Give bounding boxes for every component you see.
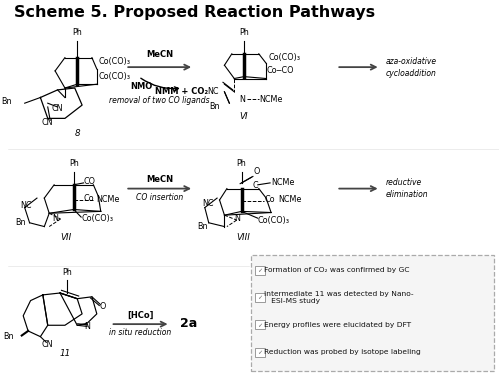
FancyBboxPatch shape	[255, 266, 264, 275]
Text: NMM + CO₂: NMM + CO₂	[154, 87, 208, 96]
Text: NC: NC	[20, 201, 32, 210]
Text: 2a: 2a	[180, 317, 198, 330]
Text: CN: CN	[42, 340, 54, 349]
Text: Scheme 5. Proposed Reaction Pathways: Scheme 5. Proposed Reaction Pathways	[14, 5, 376, 20]
Text: Co: Co	[84, 194, 94, 203]
Text: [HCo]: [HCo]	[128, 311, 154, 320]
Text: ✓: ✓	[257, 350, 262, 355]
Text: NCMe: NCMe	[259, 95, 282, 104]
Text: Energy profiles were elucidated by DFT: Energy profiles were elucidated by DFT	[264, 322, 411, 328]
Text: in situ reduction: in situ reduction	[110, 328, 172, 337]
Text: NC: NC	[208, 87, 219, 96]
Text: MeCN: MeCN	[146, 174, 173, 184]
Text: Co(CO)₃: Co(CO)₃	[81, 215, 113, 224]
Text: CO insertion: CO insertion	[136, 193, 184, 202]
Text: Ph: Ph	[239, 29, 249, 37]
Text: Co(CO)₃: Co(CO)₃	[268, 53, 300, 62]
Text: Ph: Ph	[62, 267, 72, 277]
Text: aza-oxidative: aza-oxidative	[386, 57, 436, 66]
Text: N: N	[234, 215, 239, 224]
FancyBboxPatch shape	[255, 293, 264, 302]
Text: ✓: ✓	[257, 295, 262, 301]
Text: Ph: Ph	[72, 29, 82, 37]
Text: VII: VII	[61, 234, 72, 242]
Text: Bn: Bn	[198, 222, 208, 231]
Text: NCMe: NCMe	[96, 195, 119, 205]
Text: 11: 11	[60, 349, 70, 358]
Text: NMO: NMO	[130, 82, 152, 91]
FancyBboxPatch shape	[255, 347, 264, 357]
Text: Co─CO: Co─CO	[266, 66, 293, 75]
Text: N: N	[84, 322, 90, 331]
Text: NCMe: NCMe	[278, 195, 302, 205]
Text: Co(CO)₃: Co(CO)₃	[98, 72, 130, 81]
Text: MeCN: MeCN	[146, 50, 173, 59]
Text: VIII: VIII	[236, 234, 250, 242]
Text: Co: Co	[264, 195, 276, 205]
Text: O: O	[100, 302, 105, 311]
Text: Bn: Bn	[210, 102, 220, 112]
Text: N: N	[52, 215, 59, 224]
Text: ✓: ✓	[257, 323, 262, 328]
Text: Ph: Ph	[236, 159, 246, 168]
Text: 8: 8	[74, 129, 80, 138]
Text: NC: NC	[202, 199, 214, 208]
Text: O: O	[253, 167, 260, 176]
Text: VI: VI	[240, 112, 248, 121]
Text: Bn: Bn	[2, 97, 12, 106]
Text: Co(CO)₃: Co(CO)₃	[98, 57, 130, 66]
Text: Reduction was probed by isotope labeling: Reduction was probed by isotope labeling	[264, 349, 420, 355]
Text: N: N	[240, 95, 246, 104]
Text: NCMe: NCMe	[271, 178, 294, 187]
Text: ✓: ✓	[257, 268, 262, 273]
Text: removal of two CO ligands: removal of two CO ligands	[110, 96, 210, 105]
Text: CN: CN	[52, 104, 64, 114]
Text: Ph: Ph	[69, 159, 78, 168]
Text: C: C	[252, 181, 258, 190]
Text: CN: CN	[42, 118, 54, 126]
Text: CO: CO	[84, 176, 96, 186]
Text: Intermediate 11 was detected by Nano-
   ESI-MS study: Intermediate 11 was detected by Nano- ES…	[264, 291, 414, 304]
Text: Co(CO)₃: Co(CO)₃	[258, 216, 290, 225]
Text: Bn: Bn	[15, 218, 26, 227]
Text: cycloaddition: cycloaddition	[386, 69, 436, 78]
FancyBboxPatch shape	[255, 320, 264, 330]
Text: elimination: elimination	[386, 190, 428, 199]
FancyBboxPatch shape	[252, 255, 494, 371]
Text: reductive: reductive	[386, 178, 422, 187]
Text: Formation of CO₂ was confirmed by GC: Formation of CO₂ was confirmed by GC	[264, 267, 409, 273]
Text: Bn: Bn	[3, 332, 13, 341]
